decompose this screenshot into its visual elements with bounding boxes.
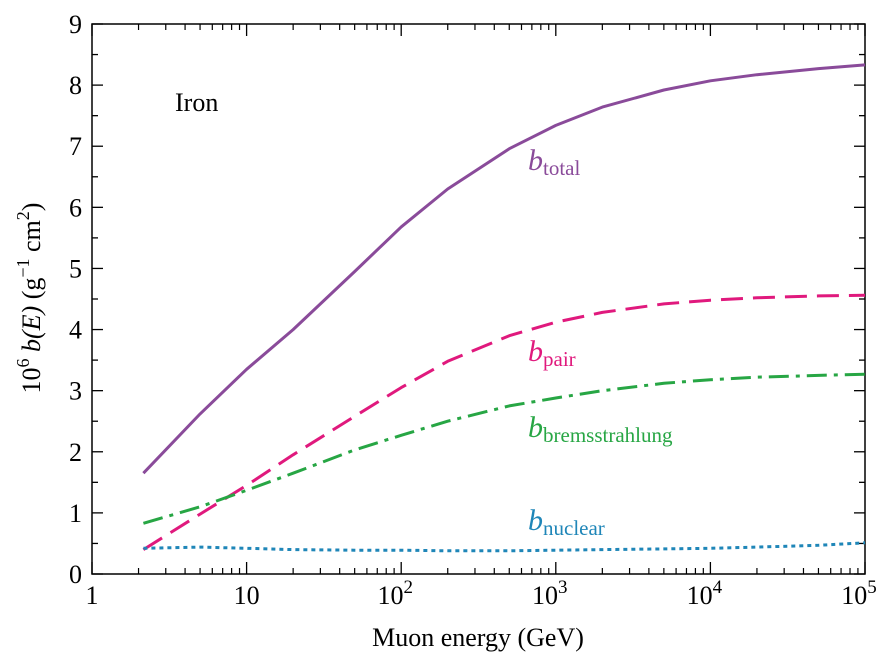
x-tick-label: 103 xyxy=(532,577,568,610)
y-tick-label: 1 xyxy=(69,499,82,528)
label-total: btotal xyxy=(528,144,580,180)
label-pair-b: b xyxy=(528,335,543,368)
y-label-units-exp: −1 xyxy=(13,258,33,277)
x-tick-label: 10 xyxy=(234,581,260,610)
x-tick-label: 105 xyxy=(841,577,877,610)
y-tick-label: 9 xyxy=(69,10,82,39)
label-brems-sub: bremsstrahlung xyxy=(543,423,673,447)
y-label-units-open: (g xyxy=(17,278,46,300)
y-axis-label: 106 b(E) (g−1 cm2) xyxy=(13,203,46,394)
label-brems: bbremsstrahlung xyxy=(528,411,673,447)
y-label-units-close: ) xyxy=(17,203,46,212)
y-tick-label: 5 xyxy=(69,254,82,283)
series-lines xyxy=(142,63,866,553)
label-nuclear: bnuclear xyxy=(528,504,605,540)
label-brems-b: b xyxy=(528,411,543,444)
label-nuclear-sub: nuclear xyxy=(543,516,605,540)
label-total-b: b xyxy=(528,144,543,177)
x-axis-label: Muon energy (GeV) xyxy=(372,623,584,652)
label-pair-sub: pair xyxy=(543,347,576,371)
series-line-nuclear xyxy=(143,541,866,553)
y-tick-label: 0 xyxy=(69,560,82,589)
y-tick-label: 2 xyxy=(69,438,82,467)
y-tick-label: 4 xyxy=(69,316,82,345)
y-label-base: 10 xyxy=(17,367,46,393)
y-tick-label: 6 xyxy=(69,193,82,222)
x-tick-label: 104 xyxy=(687,577,723,610)
series-line-brems xyxy=(142,372,866,525)
y-label-units-exp2: 2 xyxy=(13,211,33,220)
y-label-units-mid: cm xyxy=(17,220,46,258)
y-tick-label: 8 xyxy=(69,71,82,100)
x-tick-label: 1 xyxy=(86,581,99,610)
series-line-pair xyxy=(142,293,866,551)
y-label-func: b(E) xyxy=(17,306,46,352)
label-nuclear-b: b xyxy=(528,504,543,537)
y-label-exp: 6 xyxy=(13,358,33,367)
label-pair: bpair xyxy=(528,335,576,371)
y-tick-label: 7 xyxy=(69,132,82,161)
y-tick-label: 3 xyxy=(69,377,82,406)
x-tick-label: 102 xyxy=(377,577,413,610)
series-line-total xyxy=(142,63,866,475)
label-total-sub: total xyxy=(543,156,580,180)
material-annotation: Iron xyxy=(175,88,218,117)
